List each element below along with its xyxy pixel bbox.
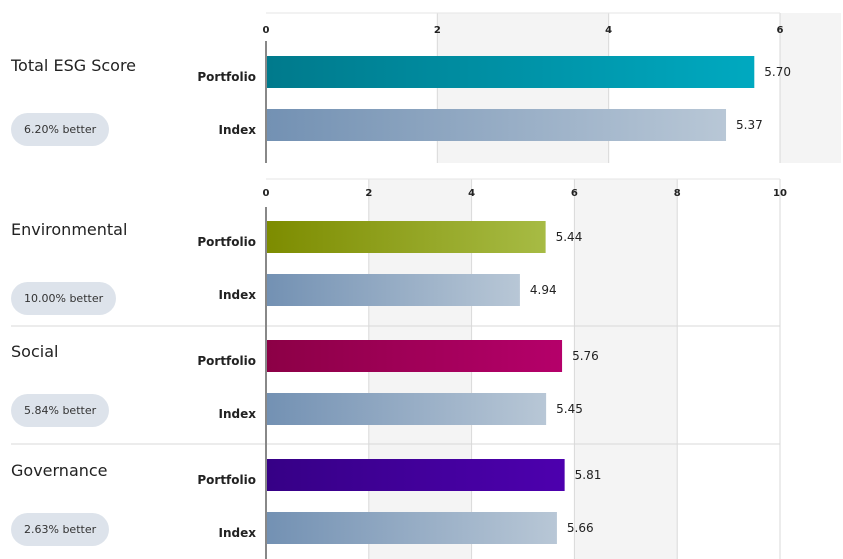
bar-value-label: 5.37: [736, 118, 763, 132]
index-bar: [267, 393, 547, 425]
improvement-badge: 5.84% better: [11, 394, 110, 427]
x-tick-label: 4: [468, 188, 475, 199]
bar-series-label: Index: [219, 407, 257, 421]
category-title: Social: [11, 342, 59, 361]
portfolio-bar: [267, 340, 563, 372]
bar-value-label: 5.66: [567, 521, 594, 535]
bar-series-label: Index: [219, 123, 257, 137]
bar-series-label: Portfolio: [197, 354, 256, 368]
x-tick-label: 2: [434, 25, 441, 36]
category-title: Environmental: [11, 220, 128, 239]
improvement-badge: 2.63% better: [11, 513, 110, 546]
chart-bars: [267, 56, 755, 544]
index-bar: [267, 274, 520, 306]
x-tick-label: 2: [365, 188, 372, 199]
bar-value-label: 4.94: [530, 283, 557, 297]
x-tick-label: 6: [571, 188, 578, 199]
improvement-badge: 6.20% better: [11, 113, 110, 146]
index-bar: [267, 109, 727, 141]
portfolio-bar: [267, 56, 755, 88]
chart-band: [780, 13, 841, 163]
category-title: Total ESG Score: [11, 56, 137, 75]
x-tick-label: 10: [773, 188, 787, 199]
portfolio-bar: [267, 459, 565, 491]
bar-series-label: Index: [219, 288, 257, 302]
bar-value-label: 5.70: [764, 65, 791, 79]
chart-labels: 0 2 4 6 5.70 Portfolio 5.37 Index 0 2 4 6 8 10 5.44 Por…: [197, 25, 791, 540]
improvement-badge: 10.00% better: [11, 282, 117, 315]
bar-value-label: 5.81: [575, 468, 602, 482]
x-tick-label: 0: [263, 25, 270, 36]
chart-axes: [265, 12, 780, 559]
bar-series-label: Index: [219, 526, 257, 540]
category-title: Governance: [11, 461, 108, 480]
group-separators: [11, 325, 780, 445]
index-bar: [267, 512, 557, 544]
x-tick-label: 6: [777, 25, 784, 36]
bar-value-label: 5.44: [556, 230, 583, 244]
x-tick-label: 0: [263, 188, 270, 199]
chart-band: [574, 179, 678, 559]
bar-value-label: 5.45: [556, 402, 583, 416]
x-tick-label: 4: [605, 25, 612, 36]
x-tick-label: 8: [674, 188, 681, 199]
bar-series-label: Portfolio: [197, 70, 256, 84]
bar-value-label: 5.76: [572, 349, 599, 363]
portfolio-bar: [267, 221, 546, 253]
bar-series-label: Portfolio: [197, 473, 256, 487]
bar-series-label: Portfolio: [197, 235, 256, 249]
